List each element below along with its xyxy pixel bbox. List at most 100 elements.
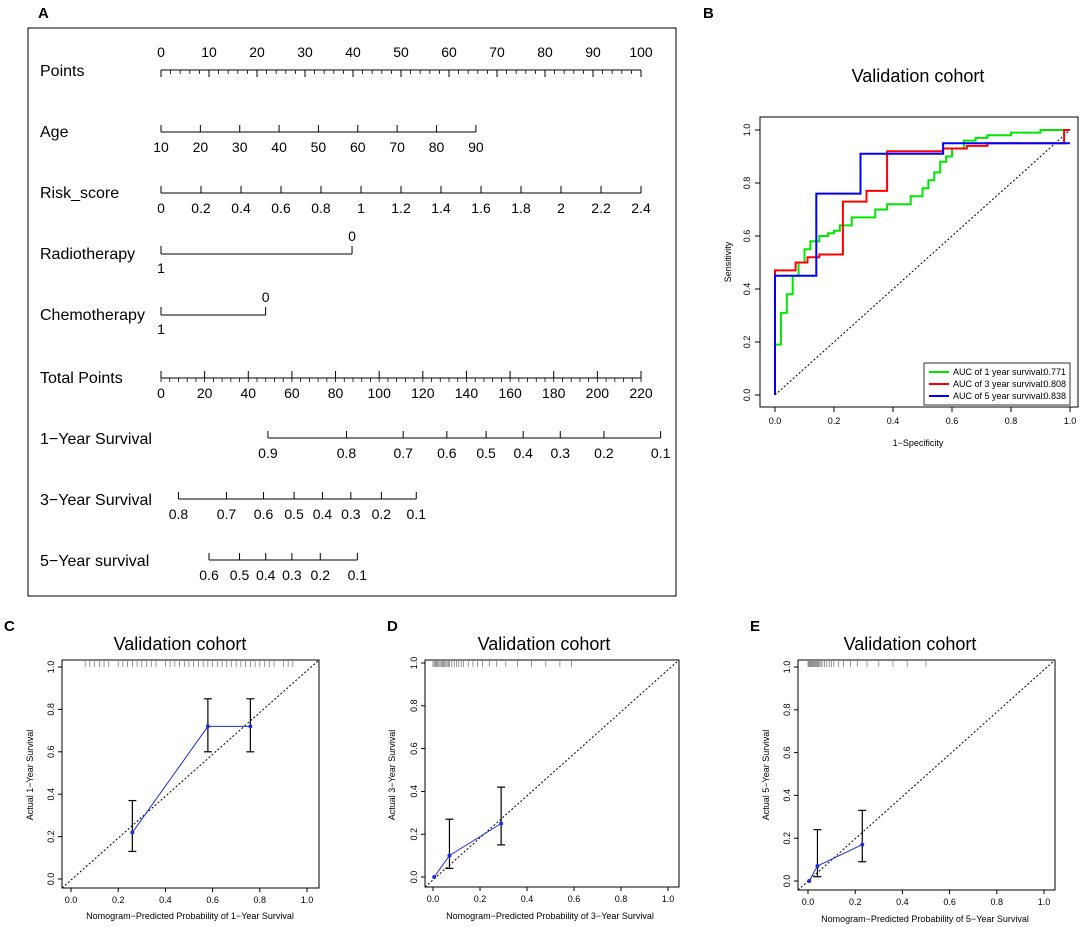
scale-tick-label: 60 bbox=[284, 385, 300, 401]
scale-tick-label: 70 bbox=[489, 44, 505, 60]
scale-tick-label: 0.4 bbox=[313, 506, 333, 522]
roc-legend-label: AUC of 3 year survival: bbox=[953, 379, 1045, 389]
scale-tick-label: 2.4 bbox=[631, 200, 651, 216]
panel-label-a: A bbox=[38, 5, 49, 22]
scale-tick-label: 0.5 bbox=[230, 567, 250, 583]
scale-tick-label: 20 bbox=[193, 139, 209, 155]
scale-label-risk-score: Risk_score bbox=[40, 185, 119, 202]
calibration-1yr-y-tick-label: 0.0 bbox=[46, 873, 56, 886]
roc-title: Validation cohort bbox=[852, 66, 985, 86]
calibration-3yr-y-tick-label: 0.8 bbox=[409, 700, 419, 713]
calibration-3yr-frame bbox=[424, 659, 680, 888]
scale-label-points: Points bbox=[40, 63, 84, 80]
roc-x-label: 1−Specificity bbox=[893, 438, 944, 448]
roc-x-tick-label: 1.0 bbox=[1064, 416, 1077, 426]
calibration-5yr-y-tick-label: 0.6 bbox=[782, 746, 792, 759]
roc-legend-label: AUC of 5 year survival: bbox=[953, 391, 1045, 401]
scale-tick-label: 0.6 bbox=[437, 445, 457, 461]
scale-tick-label: 0.2 bbox=[594, 445, 614, 461]
calibration-5yr-panel: Validation cohort Nomogram−Predicted Pro… bbox=[761, 634, 1056, 924]
scale-tick-label: 30 bbox=[297, 44, 313, 60]
roc-curve-3yr bbox=[774, 129, 1070, 395]
calibration-1yr-y-tick-label: 0.2 bbox=[46, 830, 56, 843]
scale-tick-label: 200 bbox=[586, 385, 610, 401]
calibration-3yr-point bbox=[499, 821, 504, 826]
calibration-5yr-x-label: Nomogram−Predicted Probability of 5−Year… bbox=[821, 914, 1029, 924]
scale-tick-label: 1 bbox=[157, 321, 165, 337]
scale-tick-label: 0.8 bbox=[169, 506, 189, 522]
scale-tick-label: 40 bbox=[240, 385, 256, 401]
scale-tick-label: 0.6 bbox=[254, 506, 274, 522]
scale-tick-label: 20 bbox=[197, 385, 213, 401]
scale-tick-label: 20 bbox=[249, 44, 265, 60]
calibration-5yr-y-tick-label: 0.0 bbox=[782, 875, 792, 888]
calibration-1yr-x-tick-label: 0.8 bbox=[254, 895, 267, 905]
calibration-3yr-y-tick-label: 0.2 bbox=[409, 828, 419, 841]
panel-label-b: B bbox=[703, 5, 714, 22]
calibration-3yr-x-tick-label: 0.2 bbox=[474, 894, 487, 904]
calibration-1yr-point bbox=[248, 724, 253, 729]
calibration-3yr-ideal-line bbox=[424, 659, 680, 888]
calibration-5yr-x-tick-label: 0.4 bbox=[896, 897, 909, 907]
scale-tick-label: 0.4 bbox=[231, 200, 251, 216]
calibration-5yr-point bbox=[815, 864, 820, 869]
calibration-3yr-point bbox=[432, 875, 437, 879]
scale-tick-label: 0 bbox=[262, 289, 270, 305]
panel-label-c: C bbox=[4, 618, 15, 635]
roc-x-tick-label: 0.6 bbox=[946, 416, 959, 426]
calibration-3yr-x-tick-label: 0.6 bbox=[568, 894, 581, 904]
calibration-5yr-x-tick-label: 0.6 bbox=[943, 897, 956, 907]
scale-tick-label: 80 bbox=[328, 385, 344, 401]
calibration-5yr-point bbox=[807, 879, 812, 883]
scale-tick-label: 0.4 bbox=[513, 445, 533, 461]
calibration-1yr-curve bbox=[131, 725, 251, 833]
calibration-3yr-x-label: Nomogram−Predicted Probability of 3−Year… bbox=[446, 911, 654, 921]
scale-tick-label: 0.8 bbox=[337, 445, 357, 461]
calibration-1yr-x-tick-label: 0.6 bbox=[206, 895, 219, 905]
calibration-5yr-title: Validation cohort bbox=[844, 634, 977, 654]
calibration-1yr-title: Validation cohort bbox=[114, 634, 247, 654]
roc-y-tick-label: 0.0 bbox=[742, 389, 752, 402]
roc-panel: Validation cohort 1−Specificity Sensitiv… bbox=[723, 66, 1079, 448]
scale-tick-label: 0 bbox=[348, 228, 356, 244]
scale-tick-label: 0.1 bbox=[651, 445, 671, 461]
roc-legend-label: AUC of 1 year survival: bbox=[953, 367, 1045, 377]
scale-tick-label: 220 bbox=[629, 385, 653, 401]
calibration-5yr-y-tick-label: 0.2 bbox=[782, 832, 792, 845]
calibration-1yr-frame bbox=[61, 659, 320, 889]
scale-tick-label: 0.5 bbox=[476, 445, 496, 461]
scale-tick-label: 0.3 bbox=[551, 445, 571, 461]
calibration-1yr-x-tick-label: 0.4 bbox=[159, 895, 172, 905]
scale-tick-label: 180 bbox=[542, 385, 566, 401]
scale-tick-label: 60 bbox=[441, 44, 457, 60]
scale-tick-label: 0 bbox=[157, 200, 165, 216]
calibration-3yr-point bbox=[447, 853, 452, 858]
calibration-1yr-y-tick-label: 0.8 bbox=[46, 703, 56, 716]
calibration-1yr-x-tick-label: 0.0 bbox=[65, 895, 78, 905]
calibration-3yr-x-tick-label: 0.0 bbox=[427, 894, 440, 904]
scale-tick-label: 0.6 bbox=[199, 567, 219, 583]
calibration-3yr-y-tick-label: 1.0 bbox=[409, 657, 419, 670]
scale-tick-label: 10 bbox=[153, 139, 169, 155]
scale-label-1-year-survival: 1−Year Survival bbox=[40, 431, 152, 448]
scale-tick-label: 1.2 bbox=[391, 200, 411, 216]
roc-x-tick-label: 0.0 bbox=[769, 416, 782, 426]
roc-x-tick-label: 0.8 bbox=[1005, 416, 1018, 426]
scale-tick-label: 2.2 bbox=[591, 200, 611, 216]
roc-legend-auc: 0.808 bbox=[1043, 379, 1066, 389]
calibration-1yr-point bbox=[205, 724, 210, 729]
roc-y-tick-label: 0.8 bbox=[742, 177, 752, 190]
scale-tick-label: 0.2 bbox=[191, 200, 211, 216]
scale-tick-label: 0.3 bbox=[341, 506, 361, 522]
scale-tick-label: 0.9 bbox=[258, 445, 278, 461]
scale-tick-label: 1 bbox=[357, 200, 365, 216]
scale-tick-label: 30 bbox=[232, 139, 248, 155]
calibration-3yr-y-tick-label: 0.0 bbox=[409, 871, 419, 884]
scale-tick-label: 0.2 bbox=[311, 567, 331, 583]
scale-tick-label: 0.6 bbox=[271, 200, 291, 216]
roc-y-tick-label: 1.0 bbox=[742, 124, 752, 137]
scale-tick-label: 0.7 bbox=[217, 506, 237, 522]
calibration-1yr-x-label: Nomogram−Predicted Probability of 1−Year… bbox=[86, 911, 294, 921]
